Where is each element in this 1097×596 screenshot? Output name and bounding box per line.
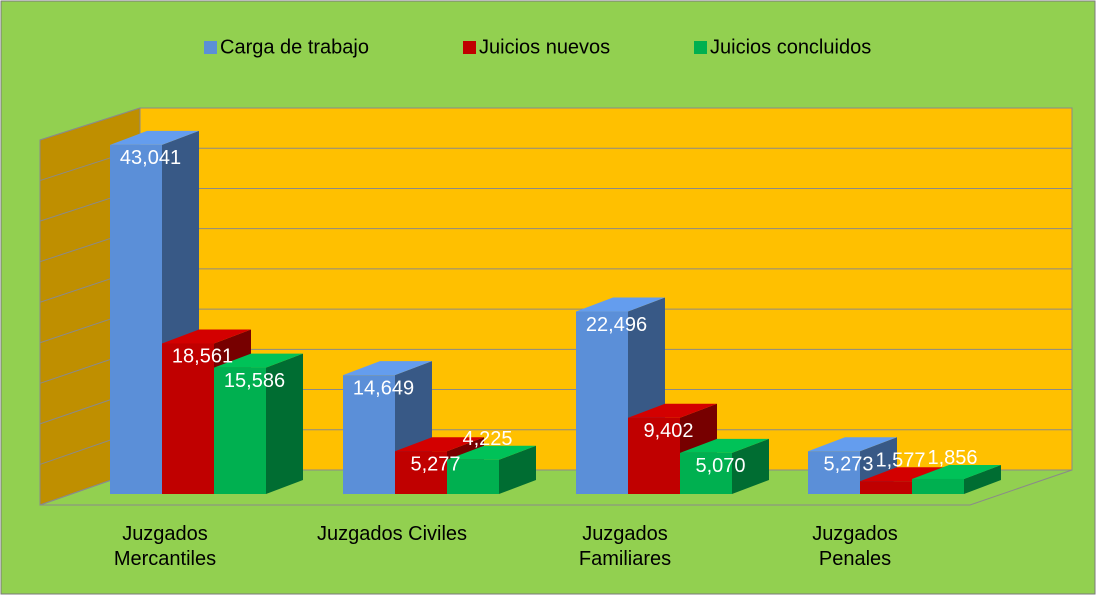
bar-top (395, 437, 484, 452)
bar (395, 451, 447, 494)
bar (628, 417, 680, 494)
bar-top (162, 329, 251, 344)
x-tick-label: Juzgados Civiles (316, 523, 468, 545)
bar-top (447, 445, 536, 460)
bar (912, 478, 964, 494)
bar-top (808, 437, 897, 452)
legend-label: Carga de trabajo (220, 36, 369, 58)
legend-swatch (204, 41, 217, 54)
legend-label: Juicios concluidos (710, 36, 871, 58)
bar (447, 459, 499, 494)
bar-side (964, 464, 1001, 494)
legend: Carga de trabajo Juicios nuevos Juicios co… (204, 36, 871, 58)
x-tick-label: Juzgados Mercantiles (113, 523, 217, 570)
bar-top (576, 297, 665, 312)
x-tick-label: Juzgados Penales (812, 523, 898, 570)
data-label: 9,402 (643, 420, 693, 442)
data-label: 43,041 (120, 147, 181, 169)
data-label: 5,273 (823, 454, 873, 476)
data-label: 15,586 (224, 370, 285, 392)
bar (214, 367, 266, 494)
bar (576, 311, 628, 494)
data-label: 5,070 (695, 455, 745, 477)
data-label: 22,496 (586, 314, 647, 336)
legend-label: Juicios nuevos (479, 36, 610, 58)
bar-top (680, 438, 769, 453)
bar-top (110, 130, 199, 145)
bar-top (912, 464, 1001, 479)
data-label: 14,649 (353, 377, 414, 399)
side-grid-line (39, 107, 141, 141)
bar (110, 144, 162, 495)
x-tick-label: Juzgados Familiares (578, 523, 672, 570)
bar (808, 451, 860, 494)
data-label: 1,856 (927, 447, 977, 469)
data-label: 1,577 (875, 449, 925, 471)
bar-top (860, 467, 949, 482)
legend-swatch (463, 41, 476, 54)
bar-top (214, 353, 303, 368)
data-label: 5,277 (410, 453, 460, 475)
data-label: 4,225 (462, 428, 512, 450)
bar-side (266, 353, 303, 494)
bar (343, 375, 395, 494)
data-label: 18,561 (172, 346, 233, 368)
bar (860, 481, 912, 494)
bar-top (628, 403, 717, 418)
bar (680, 452, 732, 494)
legend-swatch (694, 41, 707, 54)
bar-top (343, 361, 432, 376)
bar (162, 343, 214, 494)
bar-side (499, 445, 536, 494)
bar-side (732, 438, 769, 494)
